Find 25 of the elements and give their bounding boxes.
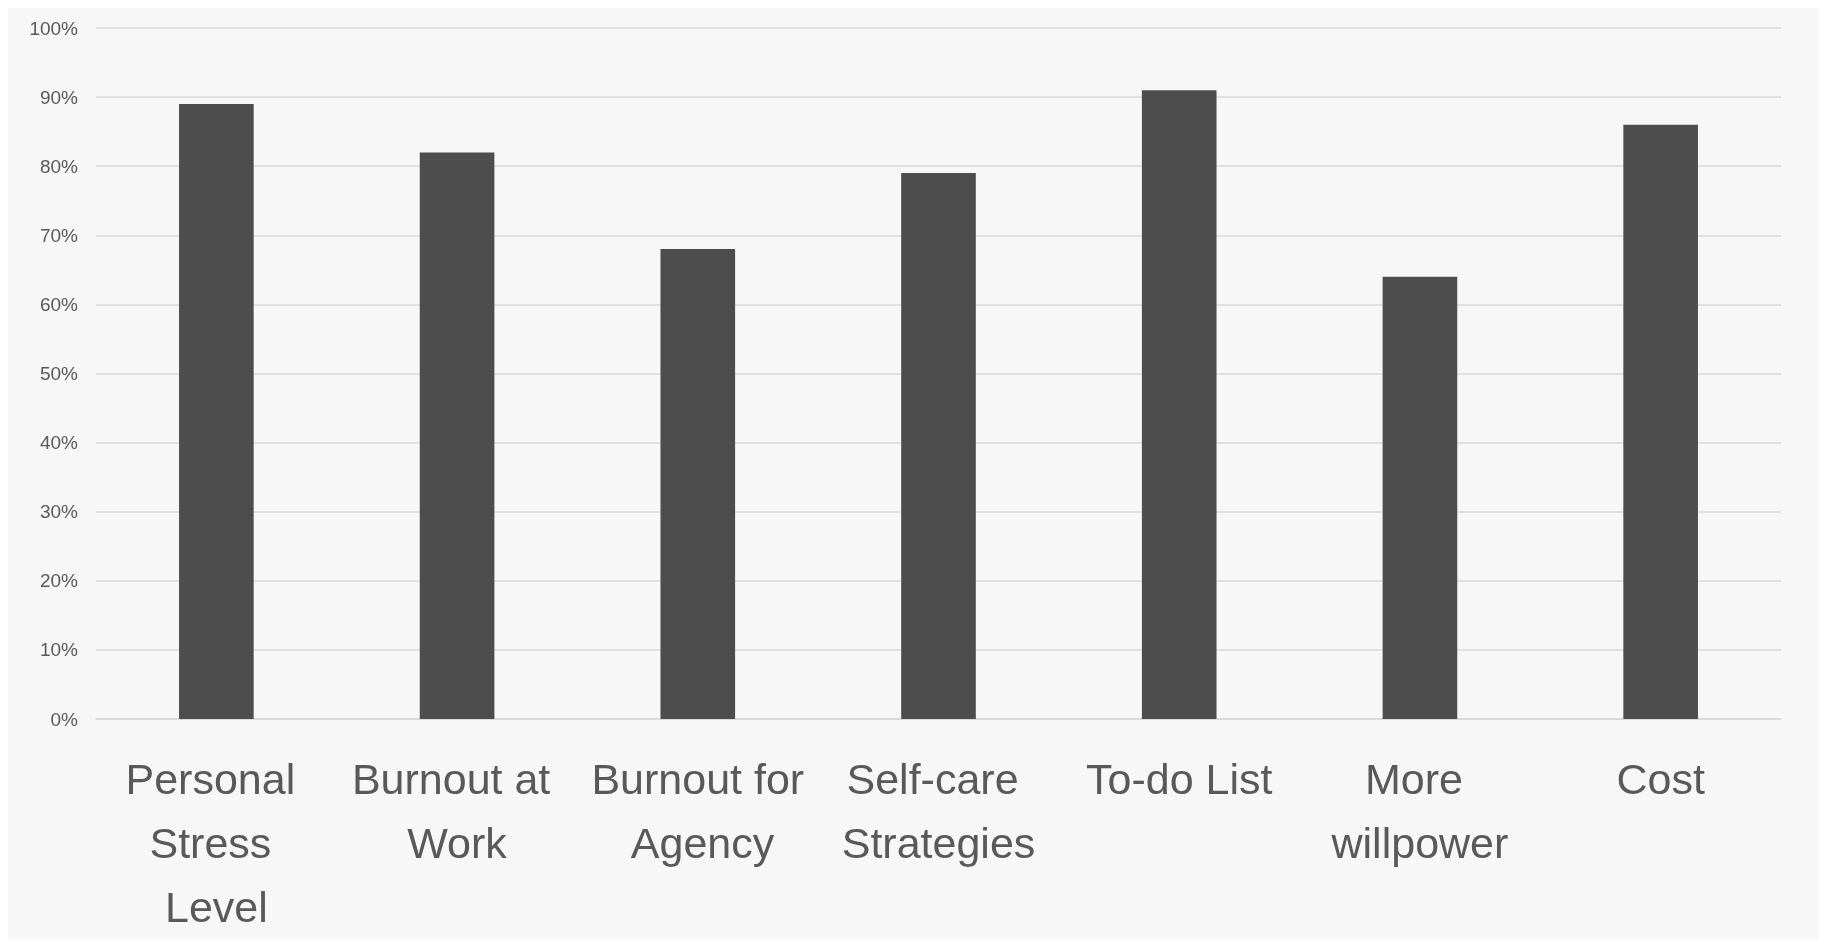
x-tick-label: Burnout for Agency <box>591 755 805 867</box>
bar <box>419 152 495 719</box>
y-tick-label: 70% <box>39 224 79 246</box>
x-tick-label: Self-care Strategies <box>841 755 1036 867</box>
bar <box>1141 90 1217 719</box>
bar <box>1382 276 1458 719</box>
bar <box>1623 124 1698 719</box>
x-tick-label: More willpower <box>1330 755 1509 867</box>
y-tick-label: 0% <box>50 708 79 730</box>
bar <box>660 249 736 719</box>
y-tick-label: 40% <box>39 432 79 454</box>
y-tick-label: 80% <box>39 155 79 177</box>
y-tick-label: 90% <box>39 86 79 108</box>
x-tick-label: Burnout at Work <box>351 755 563 867</box>
x-tick-label: Cost <box>1616 755 1705 803</box>
x-tick-label: Personal Stress Level <box>125 755 308 931</box>
y-tick-label: 20% <box>39 570 79 592</box>
y-tick-label: 60% <box>39 293 79 315</box>
y-tick-label: 100% <box>29 17 79 39</box>
x-tick-label: To-do List <box>1086 755 1273 803</box>
y-tick-label: 30% <box>39 501 79 523</box>
bar <box>901 173 976 719</box>
y-tick-label: 10% <box>39 639 79 661</box>
y-tick-label: 50% <box>39 363 79 384</box>
bar <box>179 104 254 719</box>
